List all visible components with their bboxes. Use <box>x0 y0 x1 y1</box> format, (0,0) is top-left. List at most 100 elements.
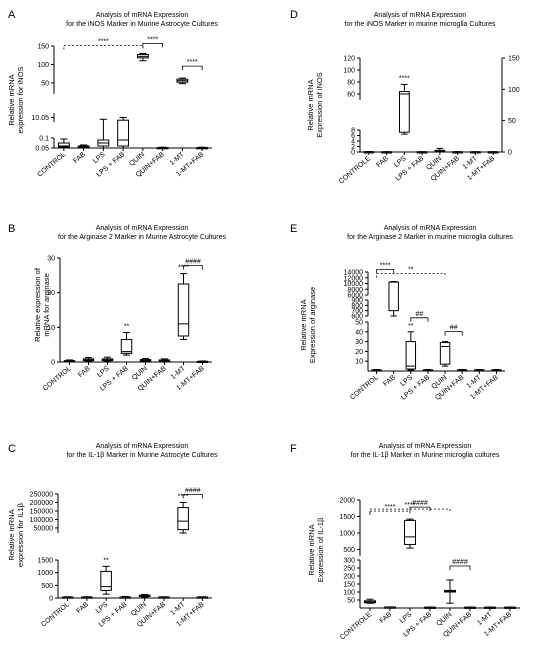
y-tick-label: 2000 <box>339 498 355 505</box>
x-tick-label: LPS <box>95 601 110 615</box>
y-tick-label: 8 <box>351 128 355 135</box>
chart-title-line2: for the Arginase 2 Marker in murine micr… <box>347 234 513 241</box>
chart-title-line2: for the iNOS Marker in murine microglia … <box>345 21 496 28</box>
significance-bracket <box>444 331 463 336</box>
box <box>120 338 133 354</box>
y-tick-label: 200 <box>343 574 355 581</box>
box <box>117 119 130 147</box>
y-tick-label: 100 <box>37 62 49 69</box>
panel-a: A Analysis of mRNA Expression for the iN… <box>7 9 218 179</box>
significance-label: **** <box>399 75 410 82</box>
y-tick-label: 60 <box>347 92 355 99</box>
significance-label: #### <box>452 559 468 566</box>
x-tick-label: FAB <box>375 155 390 169</box>
significance-label: **** <box>98 38 109 45</box>
y-tick-label: 50 <box>41 80 49 87</box>
y-axis-label-line1: Relative mRNA <box>7 509 16 560</box>
panel-e: E Analysis of mRNA Expression for the Ar… <box>290 223 513 402</box>
right-y-tick-label: 50 <box>508 118 516 125</box>
significance-bracket <box>376 269 395 274</box>
y-tick-label: 4 <box>351 139 355 146</box>
y-tick-label: 10 <box>47 325 55 332</box>
x-tick-label: FAB <box>382 374 397 388</box>
y-tick-label: 700 <box>351 308 363 315</box>
y-tick-label: 10.05 <box>31 115 49 122</box>
y-tick-label: 100000 <box>30 517 53 524</box>
significance-label: **** <box>187 59 198 66</box>
y-tick-label: 200000 <box>30 500 53 507</box>
box <box>398 91 410 133</box>
y-tick-label: 30 <box>47 256 55 263</box>
significance-label: **** <box>405 502 416 509</box>
panel-c: C Analysis of mRNA Expression for the IL… <box>7 443 218 629</box>
y-tick-label: 1000 <box>339 530 355 537</box>
panel-letter: A <box>8 9 16 21</box>
y-tick-label: 1000 <box>37 570 53 577</box>
y-tick-label: 50000 <box>34 525 54 532</box>
box <box>405 341 417 370</box>
box <box>177 283 190 337</box>
chart-title-line2: for the IL-1β Marker in Murine microglia… <box>351 452 500 459</box>
panel-f: F Analysis of mRNA Expression for the IL… <box>290 443 520 642</box>
y-tick-label: 150 <box>343 582 355 589</box>
panel-letter: F <box>290 443 297 455</box>
y-tick-label: 6000 <box>347 293 363 300</box>
box <box>439 342 451 365</box>
y-tick-label: 0 <box>51 360 55 367</box>
y-tick-label: 10000 <box>344 281 364 288</box>
y-tick-label: 0.05 <box>35 146 49 153</box>
y-axis-label-line2: expression for iNOS <box>16 66 25 133</box>
y-axis-label-line1: Relative expression of <box>33 267 42 342</box>
y-tick-label: 20 <box>355 349 363 356</box>
y-tick-label: 100 <box>343 68 355 75</box>
y-tick-label: 30 <box>355 339 363 346</box>
y-tick-label: 250000 <box>30 492 53 499</box>
y-tick-label: 800 <box>351 303 363 310</box>
x-tick-label: FAB <box>72 151 87 165</box>
significance-label: **** <box>380 262 391 269</box>
y-tick-label: 6 <box>351 133 355 140</box>
y-axis-label-line2: expression for IL1β <box>16 502 25 567</box>
y-tick-label: 500 <box>41 583 53 590</box>
panel-letter: E <box>290 223 297 235</box>
y-tick-label: 250 <box>343 566 355 573</box>
y-tick-label: 8000 <box>347 287 363 294</box>
y-axis-label-line1: Relative mRNA <box>7 74 16 125</box>
significance-bracket <box>449 565 471 570</box>
x-tick-label: FAB <box>76 601 91 615</box>
y-tick-label: 300 <box>343 558 355 565</box>
y-axis-label-line2: mRNA for arginase <box>42 273 51 336</box>
panel-d: D Analysis of mRNA Expression for the iN… <box>290 9 520 186</box>
y-tick-label: 600 <box>351 314 363 321</box>
significance-label: ## <box>450 325 458 332</box>
significance-bracket <box>369 510 411 516</box>
significance-label: ** <box>408 323 414 330</box>
x-tick-label: CONTROL <box>36 151 67 178</box>
y-tick-label: 50 <box>355 320 363 327</box>
significance-label: ## <box>415 311 423 318</box>
y-tick-label: 2 <box>351 144 355 151</box>
y-axis-label-line2: Expression of arginase <box>308 287 317 363</box>
significance-bracket <box>409 506 431 512</box>
y-axis-label-line2: Expression of IL-1β <box>316 517 325 582</box>
chart-title-line2: for the IL-1β Marker in Murine Astrocyte… <box>66 452 218 459</box>
y-tick-label: 0 <box>351 150 355 157</box>
x-tick-label: CONTROLE <box>338 155 373 186</box>
x-tick-label: FAB <box>379 611 394 625</box>
x-tick-label: CONTROLE <box>339 611 374 642</box>
y-tick-label: 900 <box>351 298 363 305</box>
y-axis-label-line1: Relative mRNA <box>299 299 308 350</box>
significance-bracket <box>63 44 144 50</box>
significance-label: #### <box>185 487 201 494</box>
y-axis-label-line1: Relative mRNA <box>306 79 315 130</box>
y-tick-label: 0 <box>49 596 53 603</box>
y-tick-label: 10 <box>355 359 363 366</box>
significance-label: ** <box>124 324 130 331</box>
significance-label: **** <box>385 504 396 511</box>
panel-letter: C <box>8 443 16 455</box>
right-y-tick-label: 0 <box>508 150 512 157</box>
chart-title-line1: Analysis of mRNA Expression <box>379 443 472 450</box>
y-tick-label: 40 <box>355 329 363 336</box>
y-tick-label: 14000 <box>344 270 364 277</box>
